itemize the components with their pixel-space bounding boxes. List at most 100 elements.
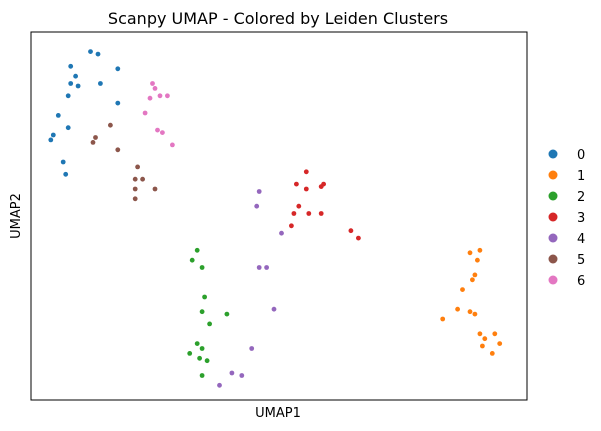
cluster-4-point xyxy=(271,306,277,312)
cluster-3-point xyxy=(318,184,324,190)
plot-area-frame xyxy=(30,31,528,401)
cluster-3-point xyxy=(306,211,312,216)
cluster-1-point xyxy=(480,343,485,349)
cluster-1-point xyxy=(455,306,460,312)
cluster-5-point xyxy=(132,196,138,202)
legend-label-3: 3 xyxy=(577,211,585,226)
cluster-0-point xyxy=(65,93,71,99)
legend-marker-5 xyxy=(548,254,558,264)
cluster-6-point xyxy=(165,93,170,99)
cluster-0-point xyxy=(88,49,93,54)
legend-label-2: 2 xyxy=(577,190,585,205)
cluster-2-point xyxy=(199,373,205,378)
cluster-0-point xyxy=(68,63,74,69)
legend-marker-4 xyxy=(548,233,558,243)
cluster-1-point xyxy=(477,247,483,253)
legend-marker-0 xyxy=(548,149,558,159)
cluster-6-point xyxy=(147,95,153,101)
cluster-1-point xyxy=(460,287,465,292)
cluster-6-point xyxy=(160,130,165,136)
cluster-5-point xyxy=(132,176,138,182)
legend-label-6: 6 xyxy=(577,274,585,289)
y-axis-label: UMAP2 xyxy=(9,193,24,239)
cluster-3-point xyxy=(318,211,324,216)
cluster-5-point xyxy=(135,164,141,170)
cluster-1-point xyxy=(477,331,483,337)
cluster-5-point xyxy=(108,122,113,128)
cluster-2-point xyxy=(197,355,203,361)
cluster-0-point xyxy=(73,73,78,79)
legend-label-1: 1 xyxy=(577,169,585,184)
cluster-1-point xyxy=(440,316,446,322)
cluster-1-point xyxy=(467,250,473,256)
cluster-2-point xyxy=(199,309,205,315)
cluster-6-point xyxy=(142,110,148,116)
cluster-2-point xyxy=(204,358,210,364)
chart-title: Scanpy UMAP - Colored by Leiden Clusters xyxy=(108,9,448,28)
cluster-5-point xyxy=(115,147,121,153)
cluster-0-point xyxy=(98,81,103,86)
cluster-3-point xyxy=(289,223,294,229)
cluster-4-point xyxy=(256,189,262,194)
legend-label-4: 4 xyxy=(577,232,585,247)
cluster-1-point xyxy=(472,272,478,278)
cluster-0-point xyxy=(60,159,66,165)
cluster-1-point xyxy=(472,311,478,317)
cluster-1-point xyxy=(492,331,498,337)
cluster-0-point xyxy=(63,171,69,177)
legend-label-5: 5 xyxy=(577,253,585,268)
cluster-2-point xyxy=(202,294,208,300)
legend-marker-3 xyxy=(548,212,558,222)
cluster-4-point xyxy=(279,230,284,236)
cluster-4-point xyxy=(217,382,222,388)
legend-marker-1 xyxy=(548,170,558,180)
cluster-0-point xyxy=(55,113,61,118)
cluster-3-point xyxy=(356,235,361,241)
cluster-3-point xyxy=(291,211,297,216)
cluster-5-point xyxy=(93,135,98,140)
cluster-0-point xyxy=(95,51,101,57)
cluster-0-point xyxy=(115,66,121,72)
cluster-6-point xyxy=(170,142,175,148)
cluster-3-point xyxy=(303,169,309,175)
cluster-2-point xyxy=(199,265,205,270)
cluster-3-point xyxy=(294,181,299,187)
cluster-4-point xyxy=(239,373,245,378)
cluster-2-point xyxy=(194,247,200,253)
cluster-0-point xyxy=(68,81,74,86)
cluster-0-point xyxy=(48,137,54,143)
legend-label-0: 0 xyxy=(577,148,585,163)
cluster-0-point xyxy=(65,125,71,131)
cluster-3-point xyxy=(348,228,354,234)
cluster-6-point xyxy=(155,127,160,133)
cluster-2-point xyxy=(187,351,193,356)
cluster-6-point xyxy=(157,93,163,99)
x-axis-label: UMAP1 xyxy=(255,406,301,421)
cluster-3-point xyxy=(296,203,302,209)
cluster-5-point xyxy=(152,186,158,192)
legend-marker-6 xyxy=(548,275,558,285)
cluster-6-point xyxy=(152,86,158,91)
cluster-1-point xyxy=(489,351,495,356)
legend-marker-2 xyxy=(548,191,558,201)
cluster-4-point xyxy=(256,265,262,270)
cluster-4-point xyxy=(249,346,255,351)
cluster-1-point xyxy=(470,277,475,283)
cluster-2-point xyxy=(194,341,200,346)
cluster-2-point xyxy=(224,311,230,317)
cluster-1-point xyxy=(475,257,480,263)
legend: 0 1 2 3 4 5 6 xyxy=(548,148,585,289)
cluster-5-point xyxy=(90,140,96,145)
cluster-5-point xyxy=(140,176,146,182)
cluster-0-point xyxy=(75,83,81,89)
cluster-1-point xyxy=(467,309,473,315)
cluster-5-point xyxy=(132,186,138,192)
cluster-4-point xyxy=(254,203,260,209)
cluster-0-point xyxy=(50,132,56,138)
cluster-1-point xyxy=(482,336,488,342)
cluster-4-point xyxy=(229,370,235,376)
cluster-2-point xyxy=(207,321,213,327)
cluster-6-point xyxy=(150,81,155,86)
cluster-3-point xyxy=(303,186,309,192)
